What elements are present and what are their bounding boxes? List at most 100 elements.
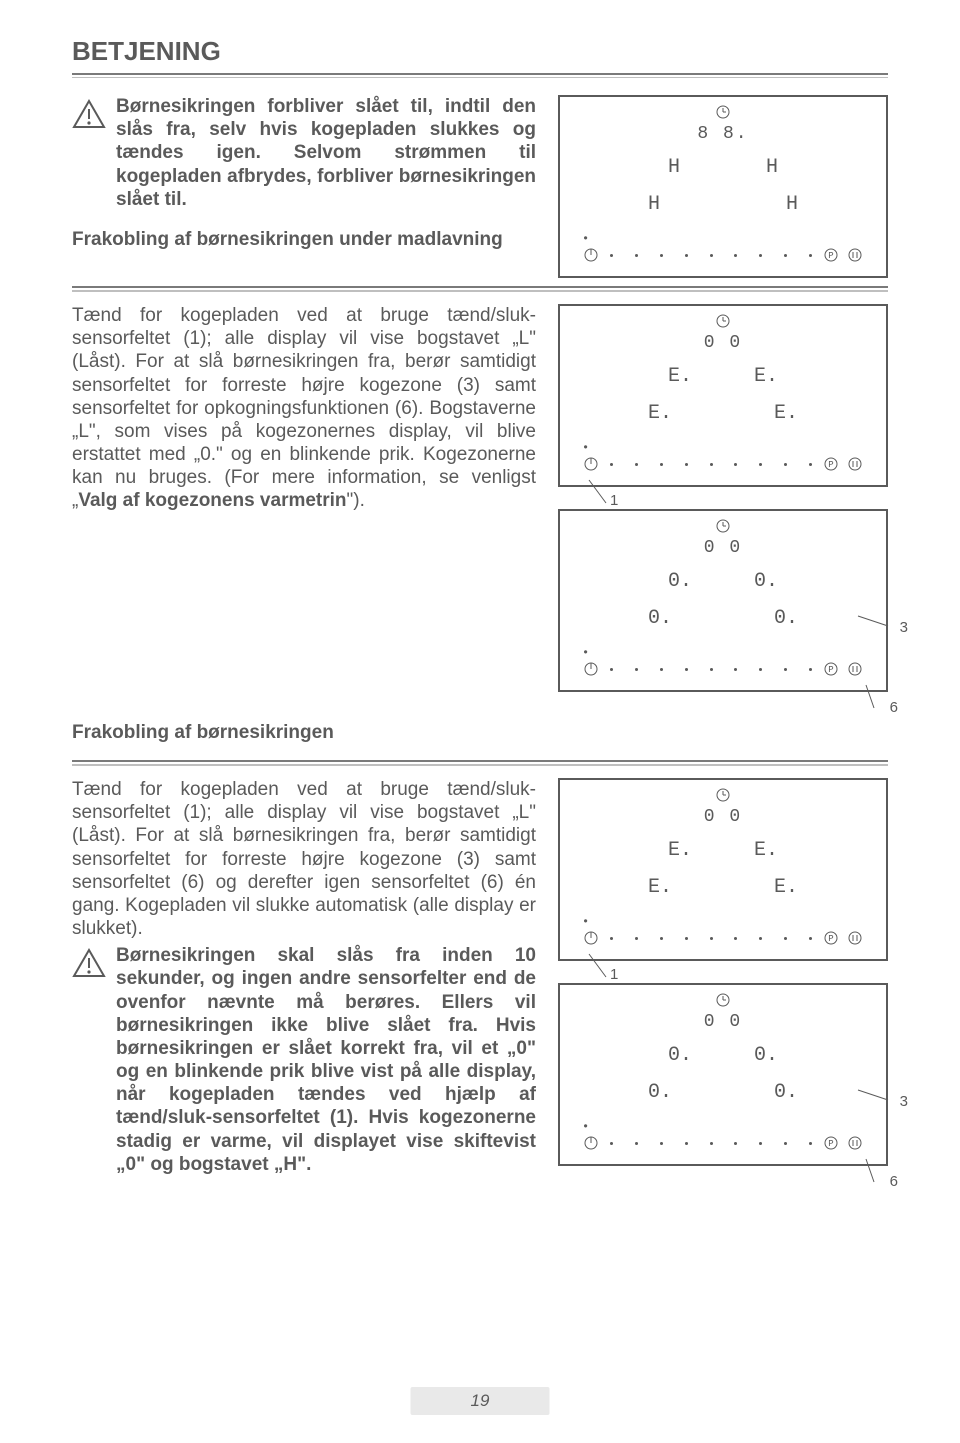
zone-bottom-left: E.: [648, 402, 672, 425]
p-icon: P: [822, 455, 840, 473]
diagram-locked-e: 0 0 E. E. E. E. • P: [558, 304, 888, 487]
zone-top-left: E.: [668, 839, 692, 862]
zone-bottom-left: E.: [648, 876, 672, 899]
slider: [610, 463, 812, 466]
zone-top-left: E.: [668, 365, 692, 388]
power-icon: [582, 1134, 600, 1152]
body-text-2: Tænd for kogepladen ved at bruge tænd/sl…: [72, 304, 536, 513]
pause-icon: [846, 455, 864, 473]
timer-display: 0 0: [704, 807, 742, 827]
callout-3: 3: [900, 1093, 908, 1110]
key-icon: •: [582, 646, 589, 660]
section-rule-1: [72, 286, 888, 290]
pause-icon: [846, 1134, 864, 1152]
zone-bottom-right: 0.: [774, 1081, 798, 1104]
callout-1: 1: [610, 492, 618, 509]
zone-top-left: H: [668, 156, 680, 179]
body-text-4: Tænd for kogepladen ved at bruge tænd/sl…: [72, 778, 536, 940]
diagram-wrap-3: 0 0 0. 0. 0. 0. • P 3 6: [558, 509, 888, 692]
p-icon: P: [822, 1134, 840, 1152]
power-icon: [582, 246, 600, 264]
zone-bottom-right: 0.: [774, 607, 798, 630]
page-title: BETJENING: [72, 36, 888, 67]
pause-icon: [846, 929, 864, 947]
warning-icon: [72, 99, 106, 134]
subtitle-3: Frakobling af børnesikringen: [72, 722, 536, 744]
diagram-wrap-2: 0 0 E. E. E. E. • P 1: [558, 304, 888, 487]
section-2: Tænd for kogepladen ved at bruge tænd/sl…: [72, 304, 888, 692]
section-rule-3: [72, 760, 888, 764]
key-icon: •: [582, 1120, 589, 1134]
body-2-a: Tænd for kogepladen ved at bruge tænd/sl…: [72, 305, 536, 511]
zone-bottom-left: 0.: [648, 1081, 672, 1104]
key-icon: •: [582, 915, 589, 929]
p-icon: P: [822, 660, 840, 678]
timer-display: 8 8.: [697, 124, 748, 144]
section-4: Tænd for kogepladen ved at bruge tænd/sl…: [72, 778, 888, 1176]
control-strip: P: [582, 660, 864, 678]
control-strip: P: [582, 929, 864, 947]
diagram-locked-e-2: 0 0 E. E. E. E. • P: [558, 778, 888, 961]
timer-display: 0 0: [704, 333, 742, 353]
svg-text:P: P: [828, 460, 833, 470]
diagram-childlock-on: 8 8. H H H H • P: [558, 95, 888, 278]
slider: [610, 254, 812, 257]
clock-icon: [716, 519, 730, 538]
key-icon: •: [582, 232, 589, 246]
zone-top-right: E.: [754, 365, 778, 388]
zone-bottom-right: H: [786, 193, 798, 216]
zone-top-left: 0.: [668, 1044, 692, 1067]
timer-display: 0 0: [704, 1012, 742, 1032]
power-icon: [582, 455, 600, 473]
warning-text-4: Børnesikringen skal slås fra inden 10 se…: [116, 944, 536, 1176]
zone-top-left: 0.: [668, 570, 692, 593]
svg-text:P: P: [828, 1139, 833, 1149]
warning-icon: [72, 948, 106, 983]
svg-text:P: P: [828, 665, 833, 675]
diagram-wrap-5: 0 0 0. 0. 0. 0. • P 3 6: [558, 983, 888, 1166]
callout-1: 1: [610, 966, 618, 983]
clock-icon: [716, 788, 730, 807]
callout-line-3: [853, 604, 893, 634]
subtitle-1: Frakobling af børnesikringen under madla…: [72, 229, 536, 251]
slider: [610, 668, 812, 671]
section-1: Børnesikringen forbliver slået til, indt…: [72, 95, 888, 278]
zone-bottom-left: H: [648, 193, 660, 216]
svg-text:P: P: [828, 934, 833, 944]
section-3: Frakobling af børnesikringen: [72, 718, 888, 752]
body-2-end: ").: [347, 490, 365, 511]
callout-6: 6: [890, 699, 898, 716]
diagram-unlocked-0: 0 0 0. 0. 0. 0. • P: [558, 509, 888, 692]
power-icon: [582, 660, 600, 678]
p-icon: P: [822, 929, 840, 947]
warning-block-4: Børnesikringen skal slås fra inden 10 se…: [72, 944, 536, 1176]
key-icon: •: [582, 441, 589, 455]
slider: [610, 937, 812, 940]
body-2-bold: Valg af kogezonens varmetrin: [78, 490, 346, 511]
zone-top-right: 0.: [754, 570, 778, 593]
warning-text-1: Børnesikringen forbliver slået til, indt…: [116, 95, 536, 211]
zone-top-right: H: [766, 156, 778, 179]
power-icon: [582, 929, 600, 947]
clock-icon: [716, 314, 730, 333]
control-strip: P: [582, 1134, 864, 1152]
callout-3: 3: [900, 619, 908, 636]
zone-top-right: E.: [754, 839, 778, 862]
pause-icon: [846, 246, 864, 264]
slider: [610, 1142, 812, 1145]
p-icon: P: [822, 246, 840, 264]
svg-text:P: P: [828, 251, 833, 261]
zone-bottom-right: E.: [774, 876, 798, 899]
zone-bottom-right: E.: [774, 402, 798, 425]
callout-line-3: [853, 1078, 893, 1108]
timer-display: 0 0: [704, 538, 742, 558]
zone-top-right: 0.: [754, 1044, 778, 1067]
clock-icon: [716, 105, 730, 124]
control-strip: P: [582, 455, 864, 473]
page-number: 19: [411, 1387, 550, 1415]
zone-bottom-left: 0.: [648, 607, 672, 630]
callout-line-6: [848, 1156, 878, 1186]
pause-icon: [846, 660, 864, 678]
control-strip: P: [582, 246, 864, 264]
diagram-wrap-4: 0 0 E. E. E. E. • P 1: [558, 778, 888, 961]
